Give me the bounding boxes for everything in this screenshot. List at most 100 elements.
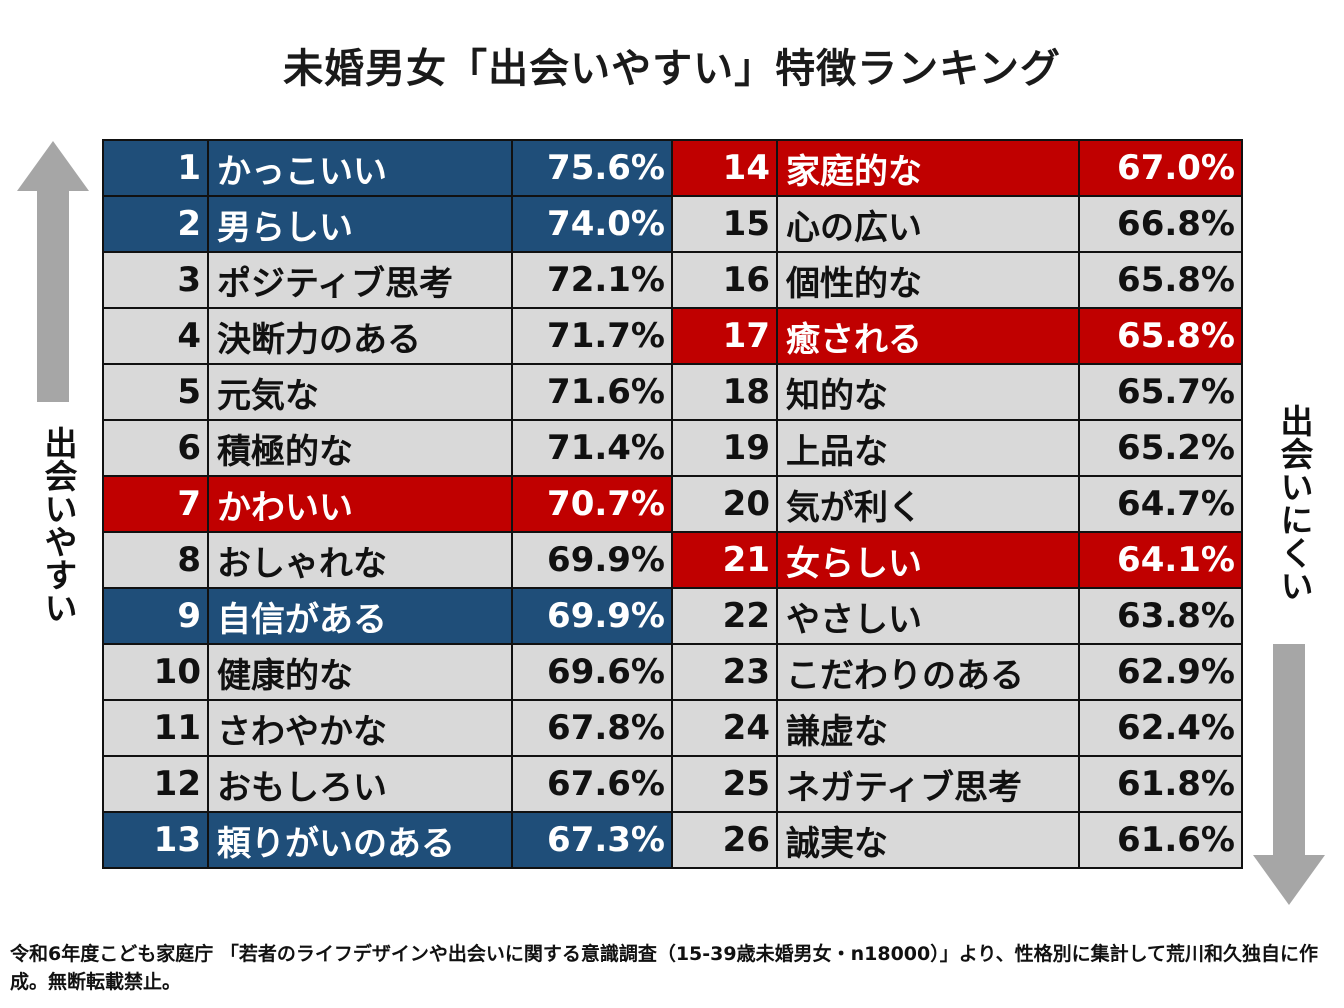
table-row: 22 やさしい 63.8%	[671, 587, 1243, 645]
side-label-hard: 出会いにくい	[1275, 404, 1314, 602]
percent-value: 61.8%	[1078, 755, 1243, 813]
ranking-table-right: 14 家庭的な 67.0% 15 心の広い 66.8% 16 個性的な 65.8% 17 癒される 6…	[671, 139, 1243, 869]
table-row: 23 こだわりのある 62.9%	[671, 643, 1243, 701]
table-row: 12 おもしろい 67.6%	[102, 755, 673, 813]
percent-value: 71.7%	[511, 307, 673, 365]
percent-value: 69.9%	[511, 587, 673, 645]
table-row: 25 ネガティブ思考 61.8%	[671, 755, 1243, 813]
trait-label: 上品な	[776, 419, 1080, 477]
rank-cell: 10	[102, 643, 209, 701]
rank-cell: 24	[671, 699, 778, 757]
table-row: 6 積極的な 71.4%	[102, 419, 673, 477]
table-row: 26 誠実な 61.6%	[671, 811, 1243, 869]
table-row: 13 頼りがいのある 67.3%	[102, 811, 673, 869]
table-row: 24 謙虚な 62.4%	[671, 699, 1243, 757]
arrow-up-icon	[17, 141, 89, 191]
percent-value: 67.8%	[511, 699, 673, 757]
ranking-table-left: 1 かっこいい 75.6% 2 男らしい 74.0% 3 ポジティブ思考 72.1% 4 決断力のあ…	[102, 139, 673, 869]
rank-cell: 8	[102, 531, 209, 589]
table-row: 16 個性的な 65.8%	[671, 251, 1243, 309]
percent-value: 62.4%	[1078, 699, 1243, 757]
percent-value: 74.0%	[511, 195, 673, 253]
trait-label: 個性的な	[776, 251, 1080, 309]
trait-label: おもしろい	[207, 755, 513, 813]
table-row: 5 元気な 71.6%	[102, 363, 673, 421]
trait-label: 心の広い	[776, 195, 1080, 253]
arrow-down-shaft	[1273, 644, 1305, 856]
percent-value: 72.1%	[511, 251, 673, 309]
trait-label: やさしい	[776, 587, 1080, 645]
rank-cell: 11	[102, 699, 209, 757]
trait-label: 謙虚な	[776, 699, 1080, 757]
rank-cell: 7	[102, 475, 209, 533]
table-row: 1 かっこいい 75.6%	[102, 139, 673, 197]
percent-value: 65.2%	[1078, 419, 1243, 477]
rank-cell: 2	[102, 195, 209, 253]
trait-label: おしゃれな	[207, 531, 513, 589]
rank-cell: 26	[671, 811, 778, 869]
rank-cell: 25	[671, 755, 778, 813]
percent-value: 69.6%	[511, 643, 673, 701]
table-row: 20 気が利く 64.7%	[671, 475, 1243, 533]
trait-label: 積極的な	[207, 419, 513, 477]
percent-value: 67.3%	[511, 811, 673, 869]
table-row: 3 ポジティブ思考 72.1%	[102, 251, 673, 309]
rank-cell: 3	[102, 251, 209, 309]
table-row: 15 心の広い 66.8%	[671, 195, 1243, 253]
side-label-easy: 出会いやすい	[39, 426, 78, 624]
percent-value: 65.7%	[1078, 363, 1243, 421]
rank-cell: 23	[671, 643, 778, 701]
percent-value: 71.6%	[511, 363, 673, 421]
percent-value: 66.8%	[1078, 195, 1243, 253]
rank-cell: 16	[671, 251, 778, 309]
rank-cell: 4	[102, 307, 209, 365]
trait-label: ネガティブ思考	[776, 755, 1080, 813]
trait-label: 決断力のある	[207, 307, 513, 365]
percent-value: 63.8%	[1078, 587, 1243, 645]
rank-cell: 13	[102, 811, 209, 869]
percent-value: 61.6%	[1078, 811, 1243, 869]
rank-cell: 20	[671, 475, 778, 533]
trait-label: 気が利く	[776, 475, 1080, 533]
percent-value: 62.9%	[1078, 643, 1243, 701]
table-row: 2 男らしい 74.0%	[102, 195, 673, 253]
page-title: 未婚男女「出会いやすい」特徴ランキング	[283, 46, 1061, 92]
table-row: 21 女らしい 64.1%	[671, 531, 1243, 589]
rank-cell: 6	[102, 419, 209, 477]
trait-label: 男らしい	[207, 195, 513, 253]
table-row: 18 知的な 65.7%	[671, 363, 1243, 421]
table-row: 4 決断力のある 71.7%	[102, 307, 673, 365]
table-row: 17 癒される 65.8%	[671, 307, 1243, 365]
trait-label: 元気な	[207, 363, 513, 421]
percent-value: 71.4%	[511, 419, 673, 477]
table-row: 14 家庭的な 67.0%	[671, 139, 1243, 197]
percent-value: 65.8%	[1078, 307, 1243, 365]
arrow-down-icon	[1253, 855, 1325, 905]
trait-label: 頼りがいのある	[207, 811, 513, 869]
percent-value: 70.7%	[511, 475, 673, 533]
table-row: 11 さわやかな 67.8%	[102, 699, 673, 757]
trait-label: ポジティブ思考	[207, 251, 513, 309]
rank-cell: 1	[102, 139, 209, 197]
percent-value: 64.7%	[1078, 475, 1243, 533]
rank-cell: 12	[102, 755, 209, 813]
percent-value: 65.8%	[1078, 251, 1243, 309]
trait-label: さわやかな	[207, 699, 513, 757]
table-row: 10 健康的な 69.6%	[102, 643, 673, 701]
trait-label: 女らしい	[776, 531, 1080, 589]
trait-label: かっこいい	[207, 139, 513, 197]
trait-label: 誠実な	[776, 811, 1080, 869]
rank-cell: 17	[671, 307, 778, 365]
trait-label: 自信がある	[207, 587, 513, 645]
trait-label: こだわりのある	[776, 643, 1080, 701]
rank-cell: 9	[102, 587, 209, 645]
rank-cell: 5	[102, 363, 209, 421]
table-row: 8 おしゃれな 69.9%	[102, 531, 673, 589]
trait-label: 健康的な	[207, 643, 513, 701]
rank-cell: 14	[671, 139, 778, 197]
percent-value: 67.6%	[511, 755, 673, 813]
rank-cell: 21	[671, 531, 778, 589]
table-row: 19 上品な 65.2%	[671, 419, 1243, 477]
percent-value: 75.6%	[511, 139, 673, 197]
table-row: 7 かわいい 70.7%	[102, 475, 673, 533]
